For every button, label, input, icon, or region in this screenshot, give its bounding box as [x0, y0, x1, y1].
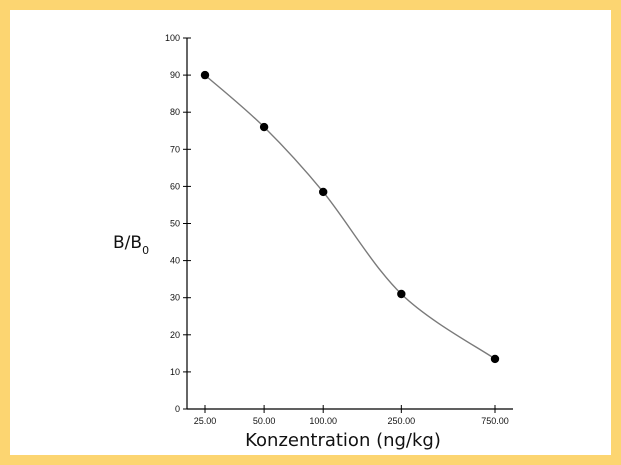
- y-tick-label: 40: [170, 256, 180, 266]
- data-point: [200, 70, 210, 80]
- data-point: [490, 354, 500, 364]
- y-tick-label: 30: [170, 293, 180, 303]
- data-point: [259, 122, 269, 132]
- y-tick-label: 20: [170, 330, 180, 340]
- x-ticks: 25.00 50.00 100.00 250.00 750.00: [194, 405, 509, 426]
- y-tick-label: 60: [170, 181, 180, 191]
- data-point: [319, 187, 328, 197]
- x-tick-label: 750.00: [481, 416, 509, 426]
- y-tick-label: 80: [170, 107, 180, 117]
- y-tick-label: 100: [165, 33, 180, 43]
- data-point: [397, 289, 406, 299]
- x-tick-label: 250.00: [388, 416, 416, 426]
- y-tick-label: 0: [175, 404, 180, 414]
- y-ticks: 0 10 20 30 40 50 60 70 80 90 100: [165, 33, 191, 414]
- x-axis-label: Konzentration (ng/kg): [245, 430, 441, 451]
- y-tick-label: 50: [170, 219, 180, 229]
- series-line: [204, 74, 496, 360]
- data-points: [200, 70, 500, 364]
- x-tick-label: 50.00: [253, 416, 276, 426]
- y-tick-label: 70: [170, 144, 180, 154]
- y-tick-label: 10: [170, 367, 180, 377]
- y-axis-label-main: B/B: [113, 233, 142, 253]
- y-axis-label-subscript: 0: [142, 244, 149, 257]
- x-tick-label: 25.00: [194, 416, 217, 426]
- x-tick-label: 100.00: [309, 416, 337, 426]
- y-tick-label: 90: [170, 70, 180, 80]
- y-axis-label: B/B0: [113, 233, 149, 257]
- axes: [186, 38, 513, 410]
